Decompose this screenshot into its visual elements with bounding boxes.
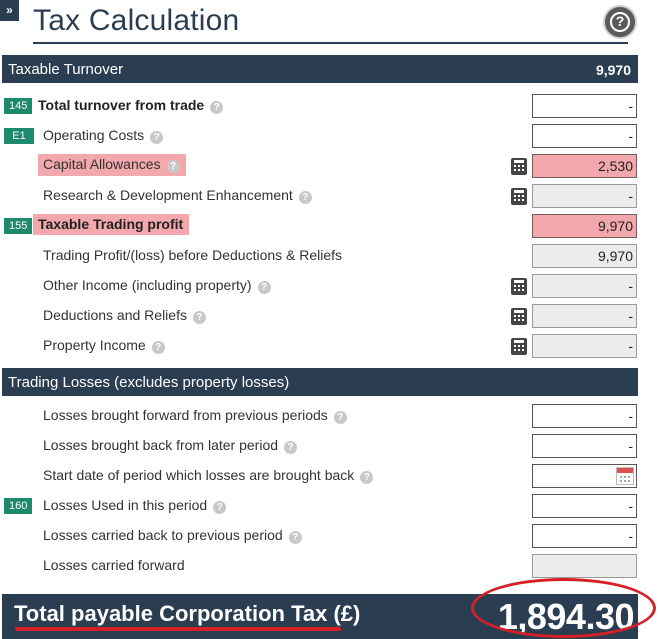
box-number-badge: 145 [4,98,33,114]
help-hint-icon[interactable]: ? [166,160,180,173]
row-label: Research & Development Enhancement? [43,187,312,204]
help-hint-icon[interactable]: ? [360,471,374,484]
row-label: Start date of period which losses are br… [43,467,374,484]
row-label: Losses carried forward [43,557,185,573]
title-divider [33,42,628,44]
help-hint-icon[interactable]: ? [257,281,271,294]
help-hint-icon[interactable]: ? [192,311,206,324]
box-number-badge: 160 [4,498,33,514]
row-label: Losses Used in this period? [43,497,227,514]
row-label: Other Income (including property)? [43,277,271,294]
operating-costs-input[interactable]: - [532,124,637,148]
row-label: Losses carried back to previous period? [43,527,302,544]
help-hint-icon[interactable]: ? [288,531,302,544]
row-losses-brought-back: Losses brought back from later period? - [0,431,640,461]
losses-carried-back-input[interactable]: - [532,524,637,548]
expand-sidebar-button[interactable]: » [0,0,19,21]
calculator-icon[interactable] [511,278,527,295]
help-hint-icon[interactable]: ? [213,501,227,514]
calculator-icon[interactable] [511,338,527,355]
row-label: Deductions and Reliefs? [43,307,206,324]
row-rd-enhancement: Research & Development Enhancement? - [0,181,640,211]
row-label: Trading Profit/(loss) before Deductions … [43,247,343,263]
row-label: Losses brought forward from previous per… [43,407,347,424]
help-hint-icon[interactable]: ? [150,131,164,144]
total-label: Total payable Corporation Tax (£) [14,601,361,626]
row-other-income: Other Income (including property)? - [0,271,640,301]
row-label: Total turnover from trade? [38,97,224,114]
help-hint-icon[interactable]: ? [210,101,224,114]
section-header-trading-losses: Trading Losses (excludes property losses… [2,368,638,396]
section-header-taxable-turnover: Taxable Turnover 9,970 [2,55,638,83]
row-label: Property Income? [43,337,165,354]
other-income-field: - [532,274,637,298]
row-capital-allowances: Capital Allowances? 2,530 [0,151,640,181]
row-label: Taxable Trading profit [33,214,190,235]
annotation-underline [15,627,341,631]
row-start-date: Start date of period which losses are br… [0,461,640,491]
row-taxable-trading-profit: 155 Taxable Trading profit 9,970 [0,211,640,241]
box-number-badge: E1 [4,128,34,144]
help-hint-icon[interactable]: ? [333,411,347,424]
row-deductions-reliefs: Deductions and Reliefs? - [0,301,640,331]
calculator-icon[interactable] [511,188,527,205]
section-title: Trading Losses (excludes property losses… [8,374,290,391]
annotation-ellipse [471,578,656,638]
row-operating-costs: E1 Operating Costs? - [0,121,640,151]
losses-carried-forward-field [532,554,637,578]
section-total: 9,970 [595,62,631,78]
deductions-reliefs-field: - [532,304,637,328]
row-label: Operating Costs? [43,127,164,144]
row-trading-profit-before: Trading Profit/(loss) before Deductions … [0,241,640,271]
row-losses-carried-back: Losses carried back to previous period? … [0,521,640,551]
box-number-badge: 155 [4,218,33,234]
calculator-icon[interactable] [511,308,527,325]
trading-profit-before-field: 9,970 [532,244,637,268]
row-losses-carried-forward: Losses carried forward [0,551,640,581]
losses-used-input[interactable]: - [532,494,637,518]
capital-allowances-field[interactable]: 2,530 [532,154,637,178]
rd-enhancement-field: - [532,184,637,208]
row-label: Capital Allowances? [38,154,186,176]
taxable-trading-profit-field: 9,970 [532,214,637,238]
property-income-field: - [532,334,637,358]
row-label: Losses brought back from later period? [43,437,298,454]
row-total-turnover: 145 Total turnover from trade? - [0,91,640,121]
row-property-income: Property Income? - [0,331,640,361]
help-hint-icon[interactable]: ? [284,441,298,454]
help-button[interactable]: ? [603,5,637,39]
help-hint-icon[interactable]: ? [298,191,312,204]
help-hint-icon[interactable]: ? [151,341,165,354]
losses-brought-forward-input[interactable]: - [532,404,637,428]
row-losses-used: 160 Losses Used in this period? - [0,491,640,521]
total-turnover-input[interactable]: - [532,94,637,118]
row-losses-brought-forward: Losses brought forward from previous per… [0,401,640,431]
losses-brought-back-input[interactable]: - [532,434,637,458]
section-title: Taxable Turnover [8,61,124,78]
calculator-icon[interactable] [511,158,527,175]
question-icon: ? [610,12,630,32]
calendar-icon[interactable] [616,467,634,485]
page-title: Tax Calculation [33,4,240,37]
